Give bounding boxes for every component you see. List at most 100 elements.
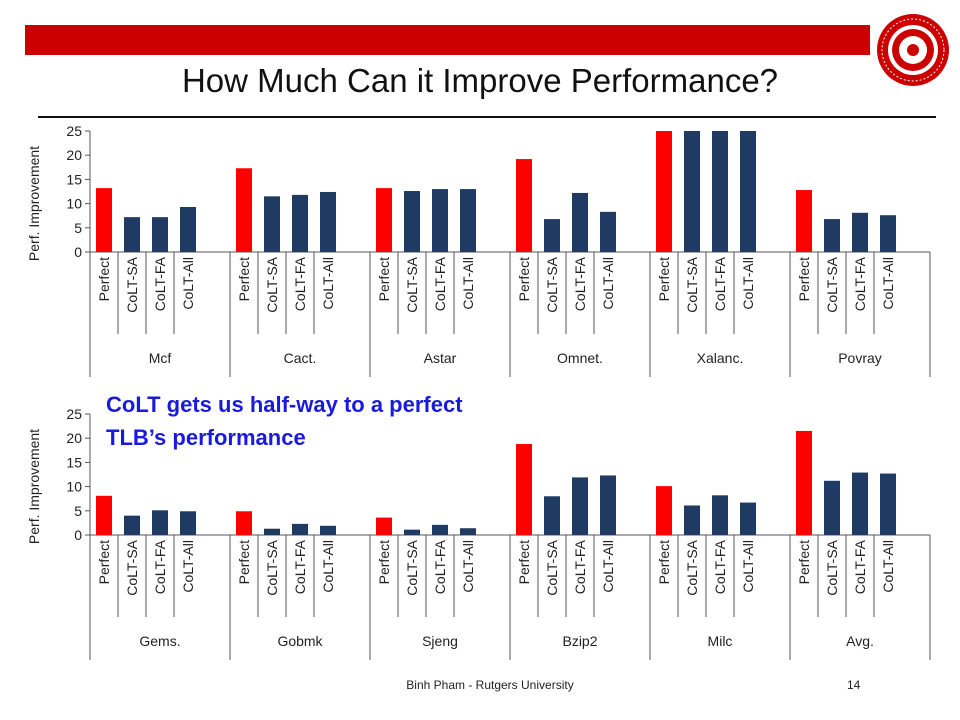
bar-0-4-3 xyxy=(740,131,756,252)
y-tick-label-1-2: 10 xyxy=(66,479,82,495)
category-label-0-2: Astar xyxy=(424,350,457,366)
series-label-1-1-1: CoLT-SA xyxy=(264,539,280,595)
y-tick-label-0-0: 0 xyxy=(74,244,82,260)
series-label-0-4-2: CoLT-FA xyxy=(712,256,728,311)
bar-0-1-0 xyxy=(236,168,252,252)
annotation-callout: CoLT gets us half-way to a perfect TLB’s… xyxy=(106,388,463,454)
footer-text: Binh Pham - Rutgers University xyxy=(406,678,574,692)
y-tick-label-1-0: 0 xyxy=(74,527,82,543)
bar-1-2-1 xyxy=(404,529,420,535)
series-label-0-0-3: CoLT-All xyxy=(180,257,196,310)
category-label-0-0: Mcf xyxy=(149,350,172,366)
series-label-1-4-1: CoLT-SA xyxy=(684,539,700,595)
bar-1-5-1 xyxy=(824,480,840,535)
series-label-1-5-3: CoLT-All xyxy=(880,540,896,593)
series-label-0-2-2: CoLT-FA xyxy=(432,256,448,311)
series-label-0-0-2: CoLT-FA xyxy=(152,256,168,311)
bar-1-5-0 xyxy=(796,430,812,535)
annotation-line-2: TLB’s performance xyxy=(106,425,306,450)
bar-1-4-1 xyxy=(684,505,700,535)
series-label-1-2-0: Perfect xyxy=(376,540,392,584)
bar-0-4-1 xyxy=(684,131,700,252)
series-label-1-0-3: CoLT-All xyxy=(180,540,196,593)
series-label-0-0-1: CoLT-SA xyxy=(124,256,140,312)
category-label-1-4: Milc xyxy=(708,633,733,649)
series-label-0-5-2: CoLT-FA xyxy=(852,256,868,311)
annotation-line-1: CoLT gets us half-way to a perfect xyxy=(106,392,463,417)
y-axis-label-1: Perf. Improvement xyxy=(26,429,42,544)
bar-0-5-2 xyxy=(852,212,868,252)
bar-0-3-1 xyxy=(544,219,560,252)
category-label-1-2: Sjeng xyxy=(422,633,458,649)
category-label-0-3: Omnet. xyxy=(557,350,603,366)
category-label-1-3: Bzip2 xyxy=(562,633,597,649)
series-label-1-2-3: CoLT-All xyxy=(460,540,476,593)
series-label-0-3-1: CoLT-SA xyxy=(544,256,560,312)
series-label-0-0-0: Perfect xyxy=(96,257,112,301)
series-label-1-3-3: CoLT-All xyxy=(600,540,616,593)
bar-1-0-2 xyxy=(152,510,168,535)
bar-1-0-1 xyxy=(124,515,140,535)
bar-1-2-2 xyxy=(432,524,448,535)
category-label-0-4: Xalanc. xyxy=(697,350,744,366)
y-tick-label-1-1: 5 xyxy=(74,503,82,519)
bar-0-0-1 xyxy=(124,217,140,252)
series-label-0-5-1: CoLT-SA xyxy=(824,256,840,312)
y-tick-label-1-3: 15 xyxy=(66,454,82,470)
category-label-0-1: Cact. xyxy=(284,350,317,366)
series-label-1-3-2: CoLT-FA xyxy=(572,539,588,594)
series-label-1-2-2: CoLT-FA xyxy=(432,539,448,594)
bar-chart-top: 0 5 10 15 20 25 Perf. Improvement Mcf Perfect CoL… xyxy=(26,123,931,377)
series-label-0-2-1: CoLT-SA xyxy=(404,256,420,312)
bar-0-2-2 xyxy=(432,189,448,252)
bar-0-4-2 xyxy=(712,131,728,252)
series-label-0-1-2: CoLT-FA xyxy=(292,256,308,311)
category-label-1-5: Avg. xyxy=(846,633,874,649)
bar-1-3-0 xyxy=(516,444,532,535)
bar-0-3-0 xyxy=(516,159,532,252)
bar-1-1-1 xyxy=(264,528,280,535)
page-number: 14 xyxy=(847,678,861,692)
series-label-0-4-3: CoLT-All xyxy=(740,257,756,310)
university-seal-logo xyxy=(877,14,949,86)
bar-0-2-0 xyxy=(376,188,392,252)
bar-1-4-0 xyxy=(656,486,672,535)
bar-0-3-2 xyxy=(572,192,588,252)
bar-0-0-3 xyxy=(180,206,196,252)
bar-1-0-3 xyxy=(180,511,196,535)
series-label-1-4-0: Perfect xyxy=(656,540,672,584)
bar-1-3-1 xyxy=(544,496,560,535)
y-tick-label-0-1: 5 xyxy=(74,220,82,236)
y-tick-label-0-2: 10 xyxy=(66,196,82,212)
bar-1-0-0 xyxy=(96,495,112,535)
series-label-0-1-1: CoLT-SA xyxy=(264,256,280,312)
bar-0-1-1 xyxy=(264,196,280,252)
title-accent-bar xyxy=(25,25,870,55)
series-label-1-0-0: Perfect xyxy=(96,540,112,584)
series-label-1-1-3: CoLT-All xyxy=(320,540,336,593)
series-label-0-3-2: CoLT-FA xyxy=(572,256,588,311)
series-label-0-1-0: Perfect xyxy=(236,257,252,301)
bar-0-2-1 xyxy=(404,191,420,252)
series-label-1-1-0: Perfect xyxy=(236,540,252,584)
y-tick-label-0-3: 15 xyxy=(66,171,82,187)
series-label-1-5-1: CoLT-SA xyxy=(824,539,840,595)
bar-chart-bottom: 0 5 10 15 20 25 Perf. Improvement Gems. Perfect C… xyxy=(26,406,931,660)
series-label-1-5-0: Perfect xyxy=(796,540,812,584)
series-label-1-4-3: CoLT-All xyxy=(740,540,756,593)
series-label-0-4-1: CoLT-SA xyxy=(684,256,700,312)
series-label-1-1-2: CoLT-FA xyxy=(292,539,308,594)
series-label-0-4-0: Perfect xyxy=(656,257,672,301)
series-label-1-3-0: Perfect xyxy=(516,540,532,584)
series-label-0-5-3: CoLT-All xyxy=(880,257,896,310)
series-label-1-5-2: CoLT-FA xyxy=(852,539,868,594)
bar-0-0-0 xyxy=(96,188,112,252)
bar-1-4-2 xyxy=(712,495,728,535)
series-label-0-2-0: Perfect xyxy=(376,257,392,301)
series-label-0-2-3: CoLT-All xyxy=(460,257,476,310)
bar-0-5-1 xyxy=(824,219,840,252)
y-tick-label-1-5: 25 xyxy=(66,406,82,422)
series-label-0-1-3: CoLT-All xyxy=(320,257,336,310)
y-tick-label-0-5: 25 xyxy=(66,123,82,139)
series-label-1-4-2: CoLT-FA xyxy=(712,539,728,594)
